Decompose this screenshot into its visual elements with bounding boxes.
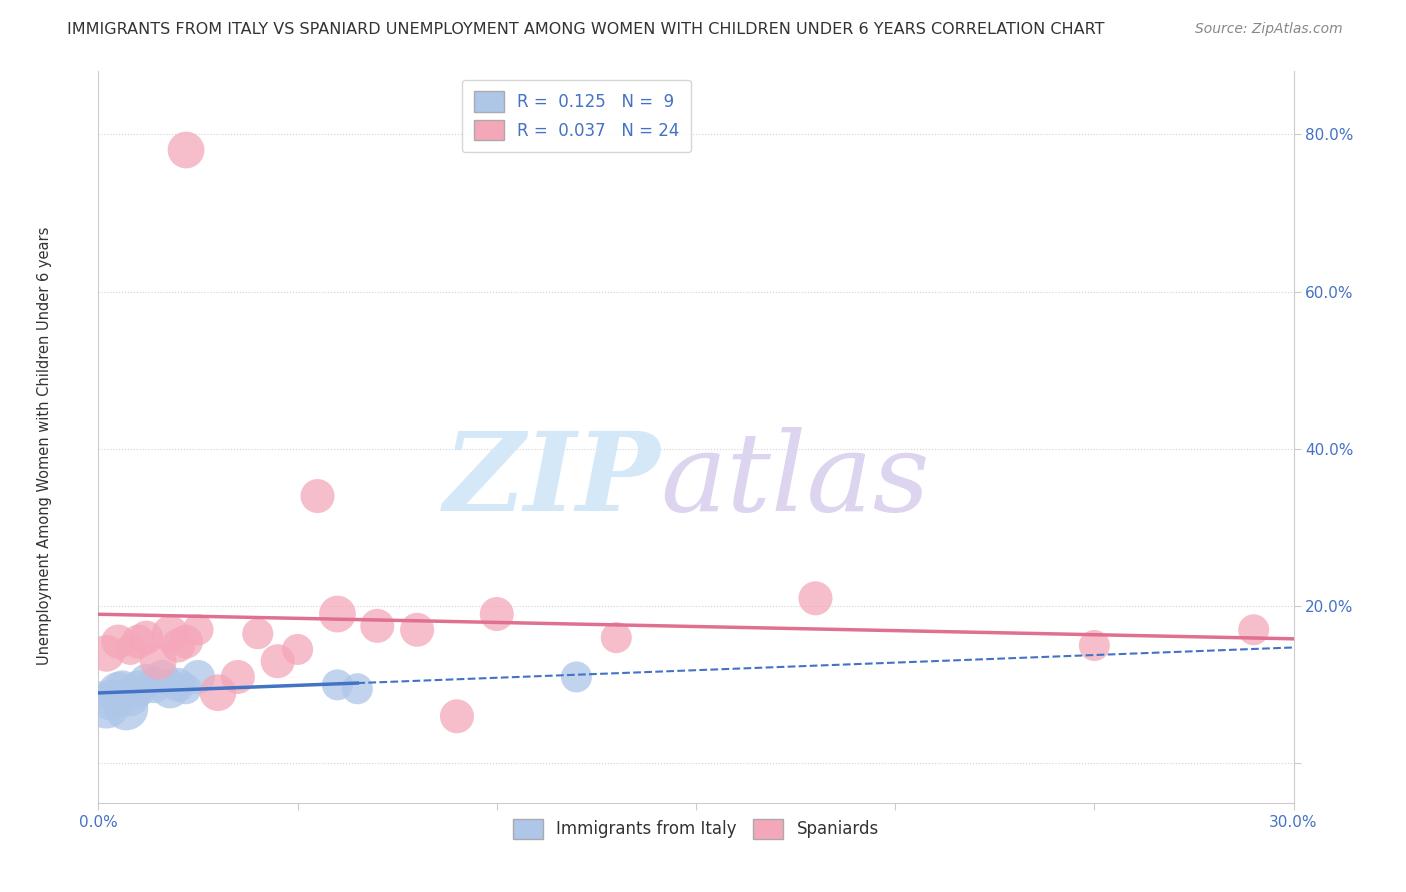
- Point: [246, 626, 269, 640]
- Legend: Immigrants from Italy, Spaniards: Immigrants from Italy, Spaniards: [506, 812, 886, 846]
- Point: [605, 631, 627, 645]
- Point: [366, 619, 388, 633]
- Text: Unemployment Among Women with Children Under 6 years: Unemployment Among Women with Children U…: [38, 227, 52, 665]
- Point: [326, 607, 349, 621]
- Point: [565, 670, 588, 684]
- Point: [159, 626, 181, 640]
- Point: [804, 591, 827, 606]
- Point: [346, 681, 368, 696]
- Point: [326, 678, 349, 692]
- Point: [406, 623, 429, 637]
- Point: [120, 690, 142, 704]
- Point: [174, 634, 197, 648]
- Point: [1083, 639, 1105, 653]
- Text: ZIP: ZIP: [443, 427, 661, 534]
- Point: [96, 646, 118, 660]
- Point: [1243, 623, 1265, 637]
- Point: [148, 654, 170, 668]
- Point: [485, 607, 508, 621]
- Point: [107, 634, 129, 648]
- Point: [167, 678, 190, 692]
- Point: [143, 678, 166, 692]
- Point: [103, 690, 125, 704]
- Point: [207, 686, 229, 700]
- Point: [446, 709, 468, 723]
- Point: [287, 642, 309, 657]
- Point: [98, 693, 122, 707]
- Point: [159, 681, 181, 696]
- Point: [135, 631, 157, 645]
- Point: [226, 670, 249, 684]
- Text: atlas: atlas: [661, 427, 929, 534]
- Point: [174, 681, 197, 696]
- Point: [120, 642, 142, 657]
- Point: [267, 654, 290, 668]
- Point: [150, 670, 173, 684]
- Point: [111, 681, 134, 696]
- Point: [115, 701, 138, 715]
- Point: [167, 639, 190, 653]
- Text: Source: ZipAtlas.com: Source: ZipAtlas.com: [1195, 22, 1343, 37]
- Point: [127, 681, 149, 696]
- Point: [96, 698, 118, 712]
- Point: [174, 143, 197, 157]
- Point: [135, 673, 157, 688]
- Text: IMMIGRANTS FROM ITALY VS SPANIARD UNEMPLOYMENT AMONG WOMEN WITH CHILDREN UNDER 6: IMMIGRANTS FROM ITALY VS SPANIARD UNEMPL…: [67, 22, 1105, 37]
- Point: [187, 623, 209, 637]
- Point: [107, 686, 129, 700]
- Point: [127, 634, 149, 648]
- Point: [307, 489, 329, 503]
- Point: [187, 670, 209, 684]
